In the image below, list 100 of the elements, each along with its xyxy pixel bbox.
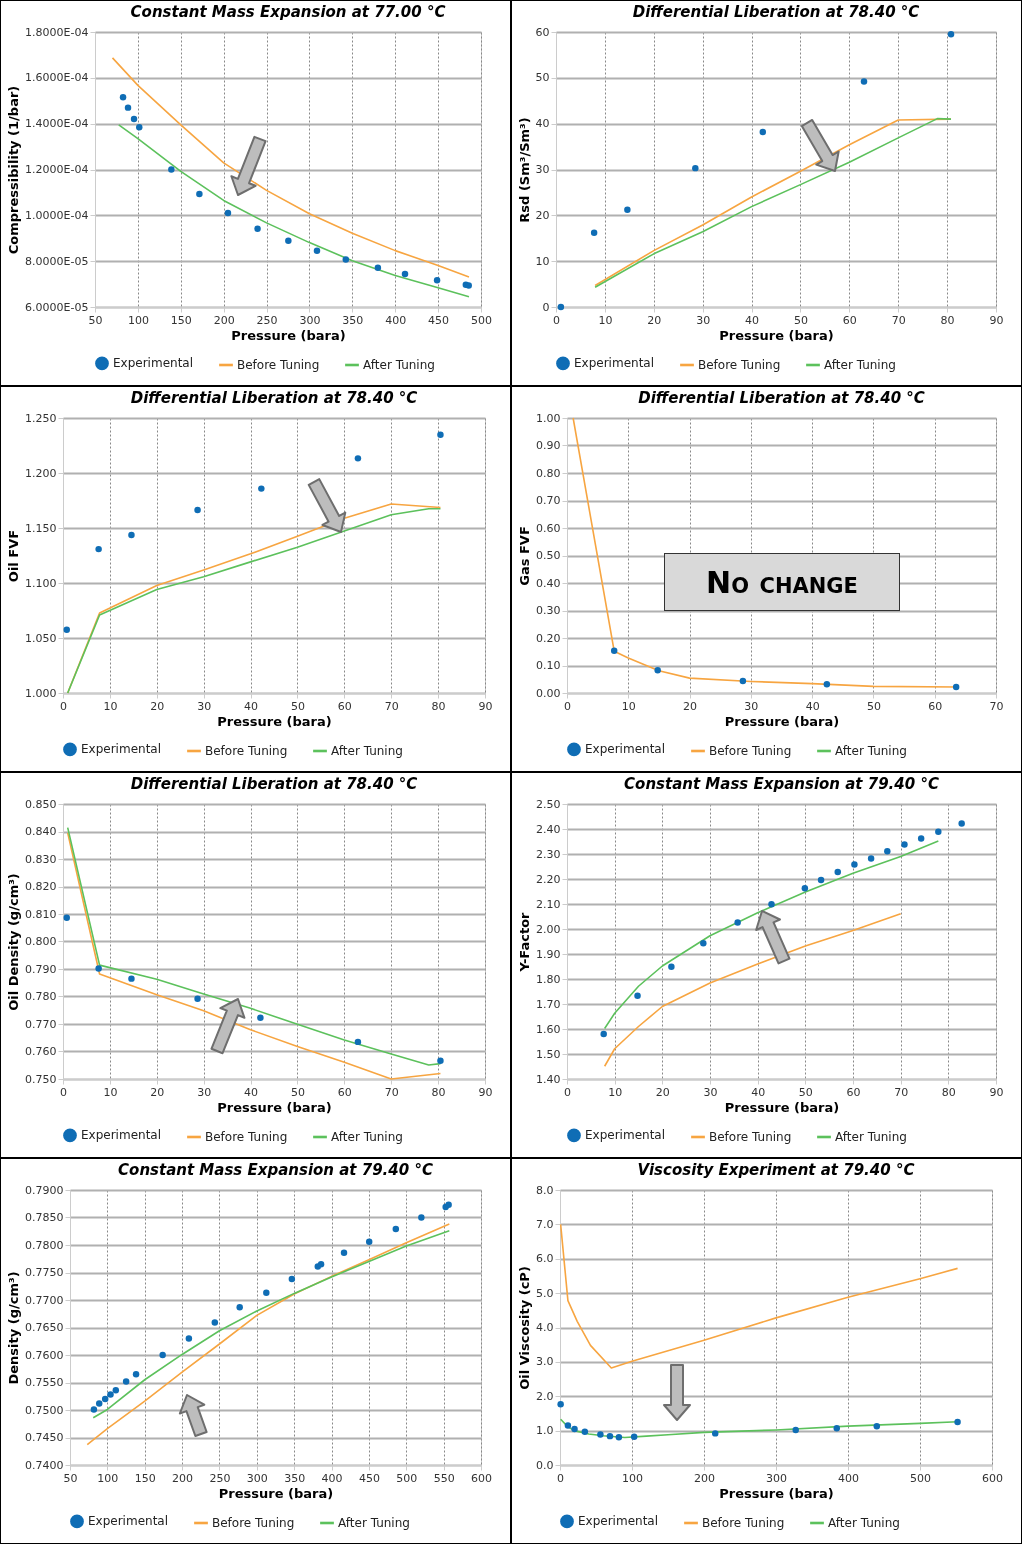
x-tick-label: 300 [246, 1471, 268, 1485]
point [817, 876, 825, 884]
y-tick-label: 0.7600 [25, 1348, 64, 1362]
point [354, 455, 362, 462]
line-series [111, 57, 470, 278]
chart-title: Constant Mass Expansion at 77.00 °C [130, 3, 446, 21]
x-tick-label: 150 [170, 313, 192, 327]
y-tick-label: 1.0000E-04 [25, 208, 89, 222]
y-tick-label: 1.6000E-04 [25, 71, 89, 85]
y-tick-label: 3.0 [536, 1355, 554, 1369]
point [288, 1275, 296, 1283]
x-tick-label: 90 [989, 313, 1004, 327]
legend-label: Experimental [81, 742, 162, 757]
y-tick-label: 6.0 [536, 1252, 554, 1266]
legend-label: Before Tuning [212, 1516, 295, 1530]
x-tick-label: 200 [694, 1471, 715, 1485]
y-tick-label: 0.7900 [25, 1183, 64, 1197]
x-tick-label: 40 [244, 1085, 259, 1099]
point [935, 828, 942, 835]
y-tick-label: 2.30 [536, 847, 561, 861]
y-tick-label: 2.0 [536, 1389, 554, 1403]
point [211, 1319, 219, 1326]
legend-label: Before Tuning [709, 1130, 792, 1144]
point [634, 992, 641, 999]
y-tick-label: 2.20 [536, 872, 561, 886]
point [128, 975, 135, 982]
point [63, 626, 70, 633]
x-axis-title: Pressure (bara) [231, 327, 346, 343]
x-tick-label: 50 [793, 313, 808, 327]
chart-title: Constant Mass Expansion at 79.40 °C [118, 1161, 433, 1179]
y-tick-label: 0.770 [25, 1017, 57, 1031]
x-tick-label: 80 [941, 1085, 956, 1099]
point [313, 247, 321, 255]
x-tick-label: 60 [842, 313, 857, 327]
x-tick-label: 70 [894, 1085, 909, 1099]
chart-title: Differential Liberation at 78.40 °C [130, 389, 418, 407]
x-tick-label: 60 [337, 1085, 352, 1099]
point [107, 1391, 114, 1398]
x-tick-label: 30 [197, 1085, 212, 1099]
x-tick-label: 80 [940, 313, 955, 327]
y-tick-label: 1.250 [25, 411, 57, 425]
legend-label: Experimental [574, 356, 655, 371]
point [768, 901, 775, 908]
chart-title: Differential Liberation at 78.40 °C [130, 775, 418, 793]
point [833, 1424, 841, 1432]
x-tick-label: 500 [471, 313, 492, 327]
line-series [92, 1229, 451, 1419]
point [606, 1432, 614, 1440]
y-tick-label: 0.7400 [25, 1458, 64, 1472]
point [700, 940, 707, 947]
x-tick-label: 30 [197, 699, 212, 713]
x-tick-label: 10 [103, 699, 118, 713]
point [365, 1238, 373, 1245]
point [597, 1431, 604, 1438]
point [354, 1038, 362, 1046]
y-tick-label: 10 [535, 254, 550, 268]
y-tick-label: 30 [535, 163, 550, 176]
x-tick-label: 70 [989, 699, 1004, 713]
point [739, 677, 747, 685]
x-tick-label: 60 [337, 699, 352, 713]
point [258, 485, 265, 492]
legend-label: After Tuning [824, 358, 896, 372]
point [263, 1289, 270, 1297]
point [124, 104, 132, 111]
x-tick-label: 40 [751, 1085, 766, 1099]
y-tick-label: 0.30 [536, 604, 561, 617]
point [95, 1400, 103, 1407]
point [95, 545, 102, 553]
point [433, 276, 441, 284]
y-tick-label: 1.40 [536, 1072, 561, 1086]
point [130, 115, 138, 123]
line-series [559, 1223, 959, 1369]
point [159, 1351, 166, 1359]
y-tick-label: 1.70 [536, 997, 561, 1011]
x-tick-label: 30 [703, 1085, 718, 1099]
point [590, 229, 598, 236]
chart-title: Differential Liberation at 78.40 °C [632, 3, 920, 21]
point [624, 206, 631, 214]
point [952, 683, 960, 691]
x-tick-label: 40 [745, 313, 760, 327]
point [801, 885, 809, 892]
y-axis-title: Oil Viscosity (cP) [517, 1266, 533, 1390]
y-tick-label: 1.60 [536, 1022, 561, 1036]
x-axis-title: Pressure (bara) [217, 713, 332, 729]
y-tick-label: 1.2000E-04 [25, 163, 89, 176]
x-tick-label: 60 [846, 1085, 861, 1099]
legend-label: After Tuning [835, 1130, 907, 1144]
x-tick-label: 250 [256, 313, 278, 327]
y-tick-label: 0.840 [25, 825, 57, 838]
point [119, 94, 127, 101]
y-tick-label: 0.7500 [25, 1403, 64, 1417]
point [128, 531, 135, 539]
point [610, 647, 618, 654]
point [90, 1406, 98, 1413]
y-tick-label: 0.7650 [25, 1321, 64, 1334]
point [734, 919, 741, 926]
point [668, 963, 675, 970]
x-axis-title: Pressure (bara) [719, 1485, 834, 1501]
point [136, 124, 143, 131]
y-tick-label: 0.790 [25, 962, 57, 976]
